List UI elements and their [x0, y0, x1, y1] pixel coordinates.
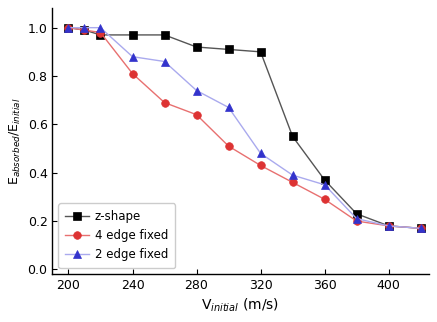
4 edge fixed	[66, 26, 71, 30]
z-shape	[82, 28, 87, 32]
2 edge fixed	[322, 183, 327, 187]
z-shape	[322, 178, 327, 182]
z-shape	[258, 50, 263, 54]
2 edge fixed	[82, 26, 87, 30]
z-shape	[226, 48, 231, 52]
4 edge fixed	[386, 224, 391, 228]
4 edge fixed	[322, 197, 327, 201]
z-shape	[386, 224, 391, 228]
2 edge fixed	[66, 26, 71, 30]
z-shape	[66, 26, 71, 30]
4 edge fixed	[98, 31, 103, 34]
Line: 4 edge fixed: 4 edge fixed	[65, 24, 424, 232]
2 edge fixed	[418, 226, 423, 230]
2 edge fixed	[354, 217, 359, 221]
2 edge fixed	[258, 151, 263, 155]
X-axis label: V$_{initial}$ (m/s): V$_{initial}$ (m/s)	[201, 296, 280, 314]
2 edge fixed	[386, 224, 391, 228]
Y-axis label: E$_{absorbed}$/E$_{initial}$: E$_{absorbed}$/E$_{initial}$	[8, 98, 24, 185]
2 edge fixed	[226, 106, 231, 109]
z-shape	[130, 33, 135, 37]
4 edge fixed	[82, 28, 87, 32]
2 edge fixed	[290, 173, 295, 177]
4 edge fixed	[162, 101, 167, 105]
z-shape	[418, 226, 423, 230]
z-shape	[354, 212, 359, 216]
2 edge fixed	[194, 89, 199, 92]
2 edge fixed	[98, 26, 103, 30]
z-shape	[162, 33, 167, 37]
4 edge fixed	[290, 180, 295, 184]
z-shape	[98, 33, 103, 37]
4 edge fixed	[226, 144, 231, 148]
Legend: z-shape, 4 edge fixed, 2 edge fixed: z-shape, 4 edge fixed, 2 edge fixed	[59, 204, 175, 268]
4 edge fixed	[258, 164, 263, 167]
Line: 2 edge fixed: 2 edge fixed	[65, 24, 424, 232]
4 edge fixed	[194, 113, 199, 117]
Line: z-shape: z-shape	[65, 24, 424, 232]
4 edge fixed	[130, 72, 135, 76]
z-shape	[290, 135, 295, 138]
z-shape	[194, 45, 199, 49]
4 edge fixed	[354, 219, 359, 223]
2 edge fixed	[130, 55, 135, 59]
2 edge fixed	[162, 60, 167, 63]
4 edge fixed	[418, 226, 423, 230]
